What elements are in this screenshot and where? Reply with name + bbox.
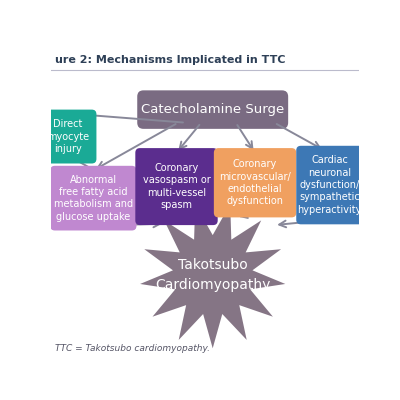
- Text: Coronary
microvascular/
endothelial
dysfunction: Coronary microvascular/ endothelial dysf…: [219, 159, 291, 206]
- FancyBboxPatch shape: [135, 148, 218, 225]
- Text: TTC = Takotsubo cardiomyopathy.: TTC = Takotsubo cardiomyopathy.: [55, 344, 210, 353]
- Text: Coronary
vasospasm or
multi-vessel
spasm: Coronary vasospasm or multi-vessel spasm: [143, 163, 210, 210]
- FancyBboxPatch shape: [137, 90, 288, 129]
- Text: Catecholamine Surge: Catecholamine Surge: [141, 103, 284, 116]
- FancyBboxPatch shape: [40, 110, 96, 164]
- FancyBboxPatch shape: [50, 166, 136, 230]
- FancyBboxPatch shape: [214, 148, 296, 218]
- Text: Direct
myocyte
injury: Direct myocyte injury: [47, 119, 89, 154]
- Text: Takotsubo
Cardiomyopathy: Takotsubo Cardiomyopathy: [155, 258, 270, 292]
- Polygon shape: [140, 204, 285, 348]
- FancyBboxPatch shape: [296, 146, 363, 224]
- Text: Abnormal
free fatty acid
metabolism and
glucose uptake: Abnormal free fatty acid metabolism and …: [54, 174, 133, 222]
- Text: ure 2: Mechanisms Implicated in TTC: ure 2: Mechanisms Implicated in TTC: [55, 55, 285, 65]
- Text: Cardiac
neuronal
dysfunction/
sympathetic
hyperactivity: Cardiac neuronal dysfunction/ sympatheti…: [298, 155, 362, 215]
